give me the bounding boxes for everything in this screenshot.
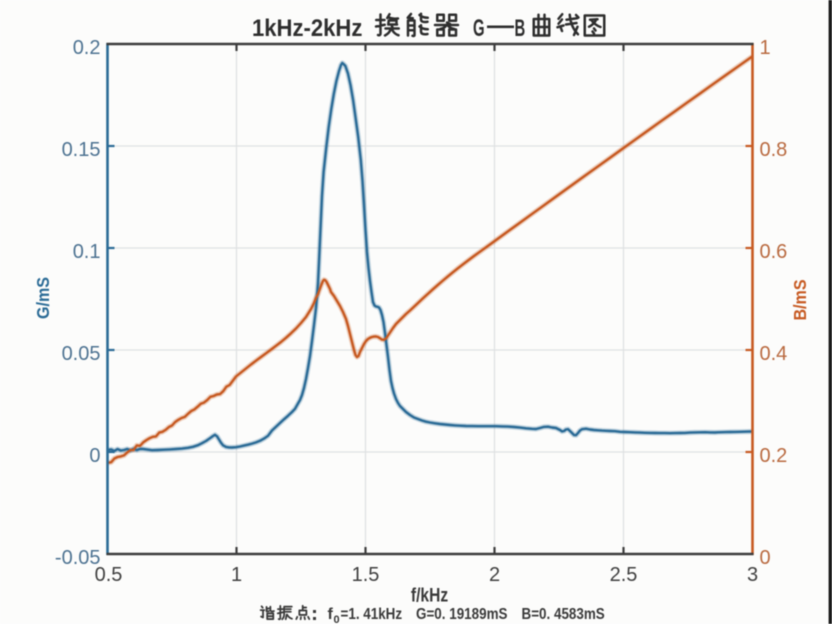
svg-text:0.2: 0.2 bbox=[760, 445, 788, 467]
svg-text:B/mS: B/mS bbox=[790, 279, 810, 320]
svg-text:1.5: 1.5 bbox=[352, 564, 380, 586]
svg-text:f/kHz: f/kHz bbox=[411, 584, 448, 606]
svg-text:1: 1 bbox=[231, 564, 242, 586]
svg-text:=1. 41kHz: =1. 41kHz bbox=[341, 606, 403, 623]
svg-text:2: 2 bbox=[489, 564, 500, 586]
svg-text:0.6: 0.6 bbox=[760, 241, 788, 263]
svg-text:0.2: 0.2 bbox=[73, 37, 101, 59]
svg-text:G=0. 19189mS: G=0. 19189mS bbox=[416, 606, 508, 623]
svg-text:G/mS: G/mS bbox=[33, 277, 53, 319]
svg-text:f: f bbox=[328, 606, 334, 623]
svg-text:0.8: 0.8 bbox=[760, 139, 788, 161]
svg-text:0.1: 0.1 bbox=[73, 241, 101, 263]
svg-text:0: 0 bbox=[334, 614, 340, 624]
svg-text:G: G bbox=[473, 16, 485, 42]
svg-text:3: 3 bbox=[747, 564, 758, 586]
svg-text:0: 0 bbox=[89, 445, 100, 467]
svg-text:B: B bbox=[515, 16, 526, 42]
svg-text:1kHz-2kHz: 1kHz-2kHz bbox=[252, 14, 362, 41]
svg-text:0.5: 0.5 bbox=[95, 564, 123, 586]
svg-text:B=0. 4583mS: B=0. 4583mS bbox=[522, 606, 605, 623]
svg-text:2.5: 2.5 bbox=[610, 564, 638, 586]
svg-text:1: 1 bbox=[760, 37, 771, 59]
svg-text:0.15: 0.15 bbox=[62, 139, 101, 161]
svg-text:0: 0 bbox=[760, 547, 771, 569]
svg-text:0.4: 0.4 bbox=[760, 343, 788, 365]
svg-text:-0.05: -0.05 bbox=[55, 547, 101, 569]
svg-text:0.05: 0.05 bbox=[62, 343, 101, 365]
